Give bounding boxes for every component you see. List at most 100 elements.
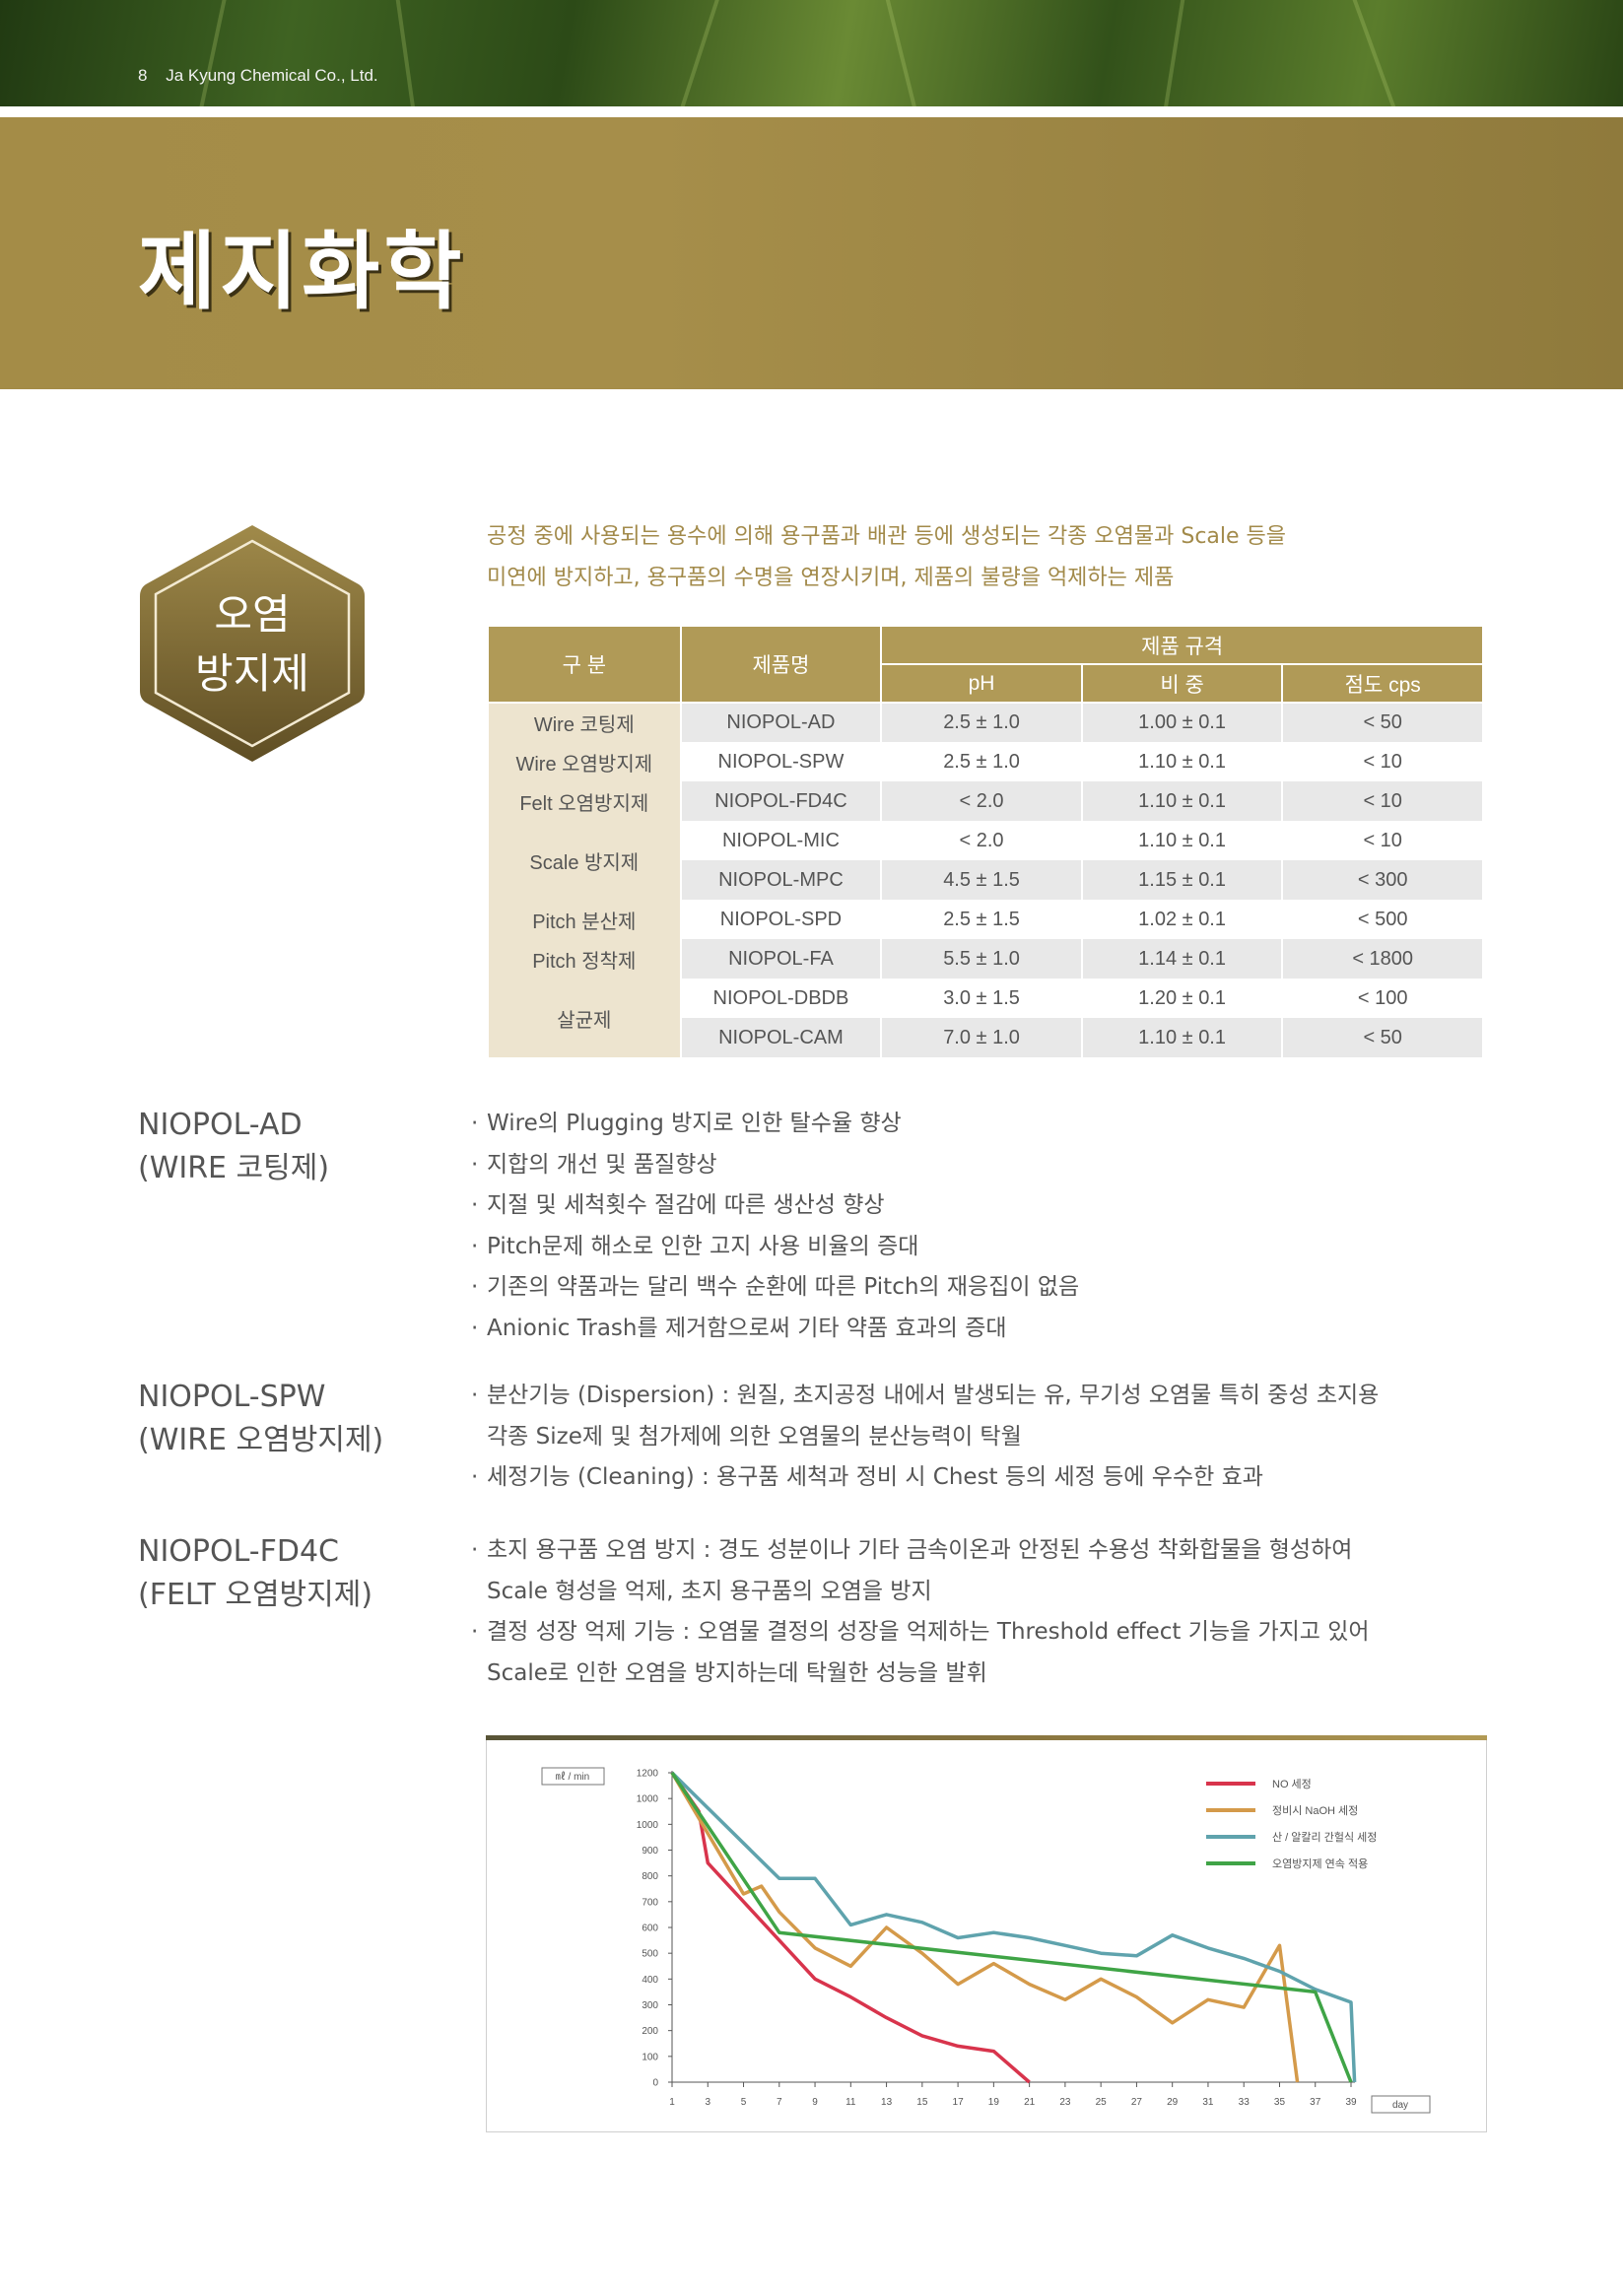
- cell-gravity: 1.15 ± 0.1: [1080, 860, 1284, 900]
- product-name-line: NIOPOL-AD: [138, 1108, 303, 1142]
- y-tick-label: 600: [642, 1924, 658, 1934]
- x-tick-label: 39: [1345, 2097, 1357, 2108]
- product-sub-line: (WIRE 코팅제): [138, 1151, 330, 1185]
- x-tick-label: 7: [777, 2097, 782, 2108]
- legend-label: 산 / 알칼리 간헐식 세정: [1272, 1830, 1377, 1844]
- bullet-item: Anionic Trash를 제거함으로써 기타 약품 효과의 증대: [469, 1309, 1514, 1350]
- y-tick-label: 900: [642, 1846, 658, 1857]
- header-viscosity: 점도 cps: [1281, 663, 1484, 704]
- cell-category: Pitch 분산제: [487, 900, 682, 939]
- cell-product: NIOPOL-DBDB: [679, 979, 883, 1018]
- cell-viscosity: < 50: [1281, 1018, 1484, 1057]
- product-sub-line: (WIRE 오염방지제): [138, 1423, 384, 1457]
- header-spec: 제품 규격: [880, 625, 1484, 665]
- y-tick-label: 1000: [637, 1794, 659, 1805]
- y-tick-label: 700: [642, 1897, 658, 1908]
- cell-gravity: 1.20 ± 0.1: [1080, 979, 1284, 1018]
- x-tick-label: 9: [812, 2097, 818, 2108]
- intro-text: 공정 중에 사용되는 용수에 의해 용구품과 배관 등에 생성되는 각종 오염물…: [487, 516, 1472, 599]
- fouling-chart: 0 100 200 300 400 500 600 700 800 900 1000 1000 1200…: [541, 1767, 1431, 2114]
- bullet-continuation: Scale로 인한 오염을 방지하는데 탁월한 성능을 발휘: [487, 1659, 987, 1686]
- x-tick-label: 25: [1096, 2097, 1108, 2108]
- cell-ph: < 2.0: [880, 781, 1083, 821]
- product-sub-line: (FELT 오염방지제): [138, 1578, 373, 1612]
- product-name-line: NIOPOL-SPW: [138, 1380, 326, 1414]
- x-tick-label: 35: [1274, 2097, 1286, 2108]
- y-tick-label: 0: [652, 2078, 658, 2089]
- header-ph: pH: [880, 663, 1083, 704]
- cell-product: NIOPOL-CAM: [679, 1018, 883, 1057]
- y-tick-label: 200: [642, 2026, 658, 2037]
- category-badge: [140, 525, 365, 762]
- cell-category: Wire 코팅제: [487, 703, 682, 742]
- x-tick-label: 33: [1239, 2097, 1251, 2108]
- cell-viscosity: < 1800: [1281, 939, 1484, 979]
- x-tick-label: 15: [916, 2097, 928, 2108]
- page-meta: 8 Ja Kyung Chemical Co., Ltd.: [138, 66, 392, 86]
- cell-ph: 2.5 ± 1.5: [880, 900, 1083, 939]
- cell-category: Felt 오염방지제: [487, 781, 682, 821]
- title-band: [0, 117, 1623, 389]
- cell-ph: 2.5 ± 1.0: [880, 742, 1083, 781]
- cell-viscosity: < 10: [1281, 821, 1484, 860]
- intro-line-1: 공정 중에 사용되는 용수에 의해 용구품과 배관 등에 생성되는 각종 오염물…: [487, 524, 1287, 549]
- x-axis-unit: day: [1392, 2100, 1408, 2111]
- x-tick-label: 13: [881, 2097, 893, 2108]
- x-tick-label: 31: [1202, 2097, 1214, 2108]
- x-tick-label: 5: [741, 2097, 747, 2108]
- x-tick-label: 17: [953, 2097, 965, 2108]
- x-tick-label: 21: [1024, 2097, 1036, 2108]
- cell-ph: 5.5 ± 1.0: [880, 939, 1083, 979]
- product-fd4c-bullets: 초지 용구품 오염 방지 : 경도 성분이나 기타 금속이온과 안정된 수용성 …: [469, 1530, 1514, 1694]
- cell-ph: 7.0 ± 1.0: [880, 1018, 1083, 1057]
- table-row: Wire 코팅제 NIOPOL-AD 2.5 ± 1.0 1.00 ± 0.1 < 50: [487, 703, 1484, 742]
- y-tick-label: 1000: [637, 1820, 659, 1831]
- legend-label: 정비시 NaOH 세정: [1272, 1804, 1358, 1817]
- cell-product: NIOPOL-SPW: [679, 742, 883, 781]
- y-tick-label: 400: [642, 1975, 658, 1986]
- y-tick-label: 300: [642, 2000, 658, 2011]
- product-spw-name: NIOPOL-SPW (WIRE 오염방지제): [138, 1376, 383, 1462]
- x-tick-label: 19: [988, 2097, 1000, 2108]
- header-product: 제품명: [679, 625, 883, 704]
- bullet-item: 지절 및 세척횟수 절감에 따른 생산성 향상: [469, 1185, 1514, 1227]
- cell-viscosity: < 10: [1281, 742, 1484, 781]
- table-row: NIOPOL-CAM 7.0 ± 1.0 1.10 ± 0.1 < 50: [488, 1018, 1484, 1057]
- page-title: 제지화학: [138, 223, 466, 321]
- cell-gravity: 1.00 ± 0.1: [1080, 703, 1284, 742]
- badge-line-2: 방지제: [195, 649, 309, 698]
- product-spw-bullets: 분산기능 (Dispersion) : 원질, 초지공정 내에서 발생되는 유,…: [469, 1376, 1514, 1499]
- spec-table: 구 분 제품명 제품 규격 pH 비 중 점도 cps Wire 코팅제 NIOP…: [487, 625, 1484, 1057]
- intro-line-2: 미연에 방지하고, 용구품의 수명을 연장시키며, 제품의 불량을 억제하는 제…: [487, 566, 1175, 590]
- legend-label: 오염방지제 연속 적용: [1272, 1857, 1368, 1870]
- x-unit-box: [1371, 2095, 1431, 2114]
- cell-product: NIOPOL-MPC: [679, 860, 883, 900]
- series-line: [670, 1772, 1031, 2084]
- bullet-continuation: 각종 Size제 및 첨가제에 의한 오염물의 분산능력이 탁월: [487, 1423, 1022, 1450]
- cell-gravity: 1.10 ± 0.1: [1080, 821, 1284, 860]
- cell-gravity: 1.02 ± 0.1: [1080, 900, 1284, 939]
- table-row: Scale 방지제 NIOPOL-MIC < 2.0 1.10 ± 0.1 < 10: [487, 821, 1484, 900]
- bullet-item: 분산기능 (Dispersion) : 원질, 초지공정 내에서 발생되는 유,…: [469, 1376, 1514, 1417]
- product-fd4c-name: NIOPOL-FD4C (FELT 오염방지제): [138, 1530, 372, 1617]
- series-line: [670, 1772, 1353, 2083]
- bullet-item: Wire의 Plugging 방지로 인한 탈수율 향상: [469, 1104, 1514, 1145]
- cell-category: Pitch 정착제: [487, 939, 682, 979]
- cell-ph: < 2.0: [880, 821, 1083, 860]
- x-tick-label: 27: [1131, 2097, 1143, 2108]
- product-ad-bullets: Wire의 Plugging 방지로 인한 탈수율 향상지합의 개선 및 품질향…: [469, 1104, 1514, 1349]
- badge-label: 오염 방지제: [136, 585, 369, 704]
- header-category: 구 분: [487, 625, 682, 704]
- cell-product: NIOPOL-MIC: [679, 821, 883, 860]
- x-tick-label: 1: [669, 2097, 675, 2108]
- header-banner: 8 Ja Kyung Chemical Co., Ltd.: [0, 0, 1623, 106]
- cell-ph: 3.0 ± 1.5: [880, 979, 1083, 1018]
- table-row: Felt 오염방지제 NIOPOL-FD4C < 2.0 1.10 ± 0.1 < 10: [487, 781, 1484, 821]
- product-ad-name: NIOPOL-AD (WIRE 코팅제): [138, 1104, 329, 1190]
- chart-top-rule: [486, 1735, 1487, 1740]
- cell-category: Scale 방지제: [487, 821, 682, 900]
- x-tick-label: 23: [1059, 2097, 1071, 2108]
- badge-line-1: 오염: [214, 590, 291, 639]
- y-axis-unit: ㎖ / min: [556, 1771, 589, 1783]
- page-number: 8: [138, 66, 148, 85]
